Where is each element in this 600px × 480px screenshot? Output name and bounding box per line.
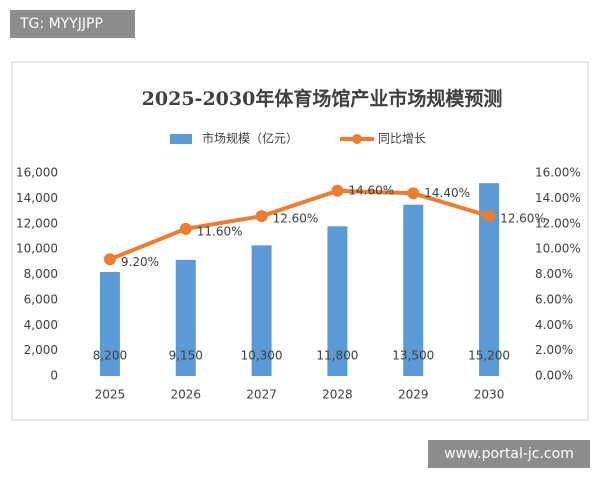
bar-value-label: 11,800 [316, 349, 358, 363]
legend-swatch [352, 134, 363, 144]
bar [99, 271, 120, 376]
y2-tick-label: 8.00% [535, 267, 573, 281]
y2-tick-label: 2.00% [535, 343, 573, 357]
y2-tick-label: 14.00% [535, 191, 581, 205]
bar-value-label: 13,500 [392, 349, 434, 363]
bar-value-label: 8,200 [93, 349, 127, 363]
line-marker [179, 222, 192, 235]
line-marker [255, 210, 268, 223]
y-tick-label: 10,000 [16, 242, 58, 256]
x-tick-label: 2026 [170, 388, 201, 402]
x-tick-label: 2027 [246, 388, 277, 402]
x-tick-label: 2025 [95, 388, 126, 402]
y-tick-label: 2,000 [24, 343, 58, 357]
line [109, 188, 490, 262]
chart-title: 2025-2030年体育场馆产业市场规模预测 [142, 87, 503, 110]
y2-tick-label: 0.00% [535, 369, 573, 383]
y-tick-label: 0 [50, 369, 58, 383]
legend-label: 同比增长 [378, 132, 426, 146]
y2-tick-label: 4.00% [535, 318, 573, 332]
line-marker [331, 184, 344, 197]
line-value-label: 11.60% [197, 224, 243, 238]
overlay-text: www.portal-jc.com [444, 446, 574, 462]
overlay-text: TG: MYYJJPP [19, 16, 103, 32]
bar [479, 183, 500, 376]
bar-value-label: 9,150 [169, 349, 203, 363]
y-tick-label: 14,000 [16, 191, 58, 205]
line-marker [407, 187, 420, 200]
bar-value-label: 15,200 [468, 349, 510, 363]
y-tick-label: 4,000 [24, 318, 58, 332]
y-tick-label: 6,000 [24, 292, 58, 306]
line-value-label: 12.60% [500, 212, 546, 226]
bar [251, 245, 272, 376]
y-tick-label: 12,000 [16, 216, 58, 230]
bar [327, 226, 348, 376]
line-value-label: 9.20% [121, 255, 159, 269]
y2-tick-label: 10.00% [535, 242, 581, 256]
bar [403, 204, 424, 376]
chart-frame [11, 61, 589, 421]
line-value-label: 14.40% [424, 186, 470, 200]
x-tick-label: 2029 [398, 388, 429, 402]
y-tick-label: 8,000 [24, 267, 58, 281]
y2-tick-label: 12.00% [535, 216, 581, 230]
x-tick-label: 2028 [322, 388, 353, 402]
legend-swatch [170, 134, 192, 144]
legend-label: 市场规模（亿元） [202, 131, 298, 146]
overlay-box [10, 10, 135, 38]
line-marker [103, 253, 116, 266]
y2-tick-label: 6.00% [535, 292, 573, 306]
line-value-label: 14.60% [348, 183, 394, 197]
y-tick-label: 16,000 [16, 166, 58, 180]
x-tick-label: 2030 [474, 388, 505, 402]
overlay-box [428, 440, 590, 468]
line-value-label: 12.60% [273, 212, 319, 226]
bar-value-label: 10,300 [241, 349, 283, 363]
bar [175, 259, 196, 376]
y2-tick-label: 16.00% [535, 166, 581, 180]
line-marker [483, 210, 496, 223]
